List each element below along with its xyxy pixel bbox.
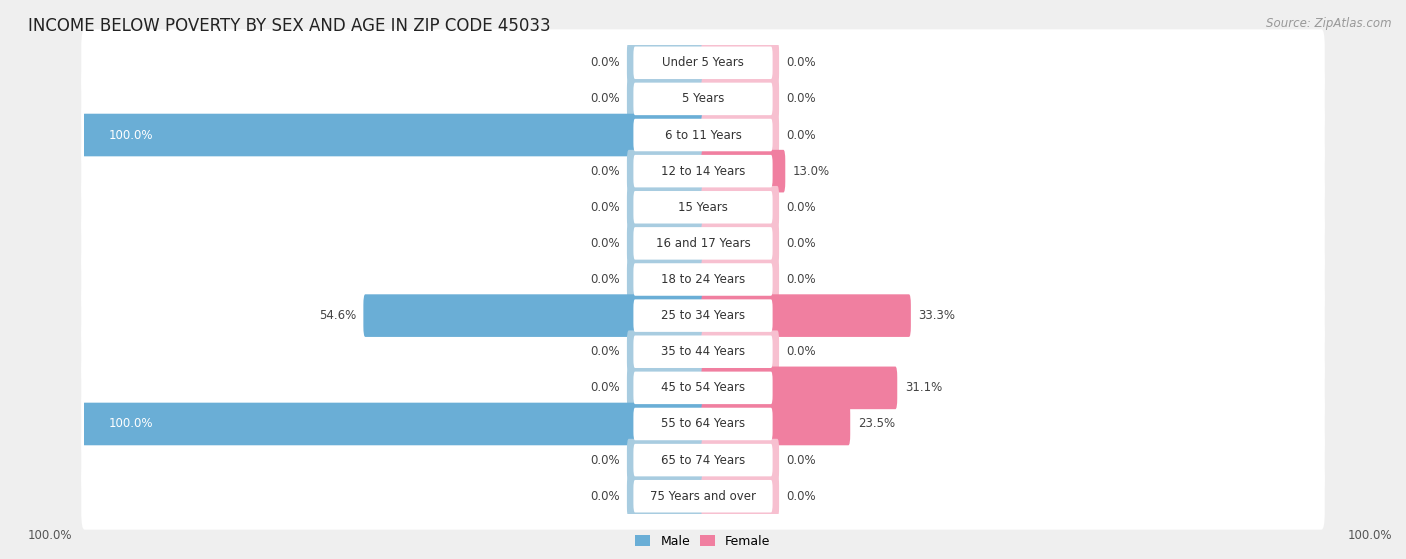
Text: 0.0%: 0.0% xyxy=(591,273,620,286)
FancyBboxPatch shape xyxy=(627,41,704,84)
Text: 0.0%: 0.0% xyxy=(786,56,815,69)
FancyBboxPatch shape xyxy=(82,391,1324,457)
Text: 0.0%: 0.0% xyxy=(591,237,620,250)
FancyBboxPatch shape xyxy=(627,222,704,265)
FancyBboxPatch shape xyxy=(627,258,704,301)
Text: 0.0%: 0.0% xyxy=(786,237,815,250)
Text: 0.0%: 0.0% xyxy=(591,345,620,358)
Text: 0.0%: 0.0% xyxy=(786,273,815,286)
FancyBboxPatch shape xyxy=(82,354,1324,421)
Text: 18 to 24 Years: 18 to 24 Years xyxy=(661,273,745,286)
FancyBboxPatch shape xyxy=(627,367,704,409)
FancyBboxPatch shape xyxy=(702,475,779,518)
FancyBboxPatch shape xyxy=(702,41,779,84)
FancyBboxPatch shape xyxy=(702,258,779,301)
FancyBboxPatch shape xyxy=(82,282,1324,349)
Text: 0.0%: 0.0% xyxy=(591,453,620,467)
FancyBboxPatch shape xyxy=(702,186,779,229)
FancyBboxPatch shape xyxy=(633,335,773,368)
Text: Under 5 Years: Under 5 Years xyxy=(662,56,744,69)
Text: 33.3%: 33.3% xyxy=(918,309,955,322)
FancyBboxPatch shape xyxy=(82,174,1324,241)
FancyBboxPatch shape xyxy=(82,246,1324,313)
FancyBboxPatch shape xyxy=(633,408,773,440)
Text: 23.5%: 23.5% xyxy=(858,418,894,430)
FancyBboxPatch shape xyxy=(627,186,704,229)
FancyBboxPatch shape xyxy=(702,367,897,409)
FancyBboxPatch shape xyxy=(627,439,704,481)
Text: 0.0%: 0.0% xyxy=(591,381,620,394)
FancyBboxPatch shape xyxy=(702,330,779,373)
FancyBboxPatch shape xyxy=(82,318,1324,385)
FancyBboxPatch shape xyxy=(702,113,779,157)
FancyBboxPatch shape xyxy=(702,439,779,481)
Text: 15 Years: 15 Years xyxy=(678,201,728,214)
FancyBboxPatch shape xyxy=(633,263,773,296)
Text: 0.0%: 0.0% xyxy=(786,453,815,467)
FancyBboxPatch shape xyxy=(82,102,1324,168)
Text: 0.0%: 0.0% xyxy=(786,345,815,358)
Text: 5 Years: 5 Years xyxy=(682,92,724,106)
FancyBboxPatch shape xyxy=(702,222,779,265)
Text: 54.6%: 54.6% xyxy=(319,309,356,322)
Text: 12 to 14 Years: 12 to 14 Years xyxy=(661,165,745,178)
Text: 0.0%: 0.0% xyxy=(786,490,815,503)
FancyBboxPatch shape xyxy=(633,83,773,115)
FancyBboxPatch shape xyxy=(83,113,704,157)
Text: 0.0%: 0.0% xyxy=(786,201,815,214)
Text: 0.0%: 0.0% xyxy=(591,56,620,69)
FancyBboxPatch shape xyxy=(633,444,773,476)
Text: Source: ZipAtlas.com: Source: ZipAtlas.com xyxy=(1267,17,1392,30)
Text: 75 Years and over: 75 Years and over xyxy=(650,490,756,503)
FancyBboxPatch shape xyxy=(363,294,704,337)
Text: 16 and 17 Years: 16 and 17 Years xyxy=(655,237,751,250)
Text: 100.0%: 100.0% xyxy=(110,129,153,141)
FancyBboxPatch shape xyxy=(82,210,1324,277)
Text: 35 to 44 Years: 35 to 44 Years xyxy=(661,345,745,358)
Text: 100.0%: 100.0% xyxy=(110,418,153,430)
Text: 13.0%: 13.0% xyxy=(793,165,830,178)
FancyBboxPatch shape xyxy=(702,150,786,192)
Text: 0.0%: 0.0% xyxy=(786,92,815,106)
Text: 45 to 54 Years: 45 to 54 Years xyxy=(661,381,745,394)
FancyBboxPatch shape xyxy=(627,78,704,120)
Text: 0.0%: 0.0% xyxy=(591,490,620,503)
Text: 6 to 11 Years: 6 to 11 Years xyxy=(665,129,741,141)
FancyBboxPatch shape xyxy=(633,191,773,224)
Text: 100.0%: 100.0% xyxy=(1347,529,1392,542)
Text: 100.0%: 100.0% xyxy=(28,529,73,542)
Text: 0.0%: 0.0% xyxy=(591,201,620,214)
FancyBboxPatch shape xyxy=(627,330,704,373)
FancyBboxPatch shape xyxy=(633,155,773,187)
Text: 0.0%: 0.0% xyxy=(786,129,815,141)
Text: 0.0%: 0.0% xyxy=(591,165,620,178)
Legend: Male, Female: Male, Female xyxy=(630,530,776,553)
FancyBboxPatch shape xyxy=(82,65,1324,132)
FancyBboxPatch shape xyxy=(702,78,779,120)
FancyBboxPatch shape xyxy=(702,294,911,337)
FancyBboxPatch shape xyxy=(82,138,1324,205)
Text: 31.1%: 31.1% xyxy=(904,381,942,394)
FancyBboxPatch shape xyxy=(633,227,773,259)
FancyBboxPatch shape xyxy=(633,372,773,404)
Text: 55 to 64 Years: 55 to 64 Years xyxy=(661,418,745,430)
Text: 65 to 74 Years: 65 to 74 Years xyxy=(661,453,745,467)
FancyBboxPatch shape xyxy=(627,475,704,518)
FancyBboxPatch shape xyxy=(82,427,1324,494)
FancyBboxPatch shape xyxy=(627,150,704,192)
Text: 0.0%: 0.0% xyxy=(591,92,620,106)
FancyBboxPatch shape xyxy=(82,463,1324,529)
FancyBboxPatch shape xyxy=(633,300,773,332)
FancyBboxPatch shape xyxy=(702,402,851,446)
FancyBboxPatch shape xyxy=(633,119,773,151)
Text: INCOME BELOW POVERTY BY SEX AND AGE IN ZIP CODE 45033: INCOME BELOW POVERTY BY SEX AND AGE IN Z… xyxy=(28,17,551,35)
FancyBboxPatch shape xyxy=(633,46,773,79)
FancyBboxPatch shape xyxy=(82,30,1324,96)
FancyBboxPatch shape xyxy=(83,402,704,446)
Text: 25 to 34 Years: 25 to 34 Years xyxy=(661,309,745,322)
FancyBboxPatch shape xyxy=(633,480,773,513)
